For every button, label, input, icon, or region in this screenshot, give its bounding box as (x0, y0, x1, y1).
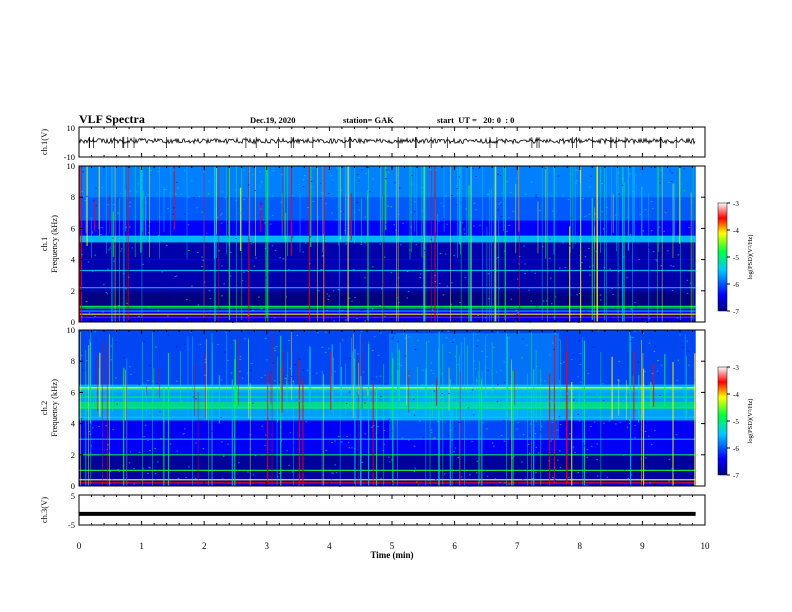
y-tick-label: 6 (71, 223, 75, 233)
x-tick-label: 10 (701, 541, 711, 551)
axes-layer (78, 126, 730, 526)
y-tick-label: 6 (71, 387, 75, 397)
colorbar-tick-label: -5 (733, 254, 739, 262)
y-axis-label: Frequency (kHz) (49, 215, 59, 273)
spectrogram-ch1 (78, 166, 697, 323)
x-tick-label: 6 (452, 541, 457, 551)
colorbar-tick-label: -4 (733, 391, 739, 399)
x-tick-label: 1 (139, 541, 144, 551)
panel-frame-w3 (78, 494, 706, 526)
start-time-label: start UT = 20: 0 : 0 (437, 115, 515, 125)
y-axis-label: Frequency (kHz) (49, 379, 59, 437)
x-tick-label: 3 (265, 541, 270, 551)
colorbar-tick-label: -7 (733, 308, 739, 316)
x-axis-label: Time (min) (370, 550, 413, 560)
spectrogram-layer (78, 166, 697, 487)
y-tick-label: 4 (71, 255, 76, 265)
x-tick-label: 2 (202, 541, 207, 551)
colorbar (717, 202, 728, 312)
y-tick-label: 2 (71, 450, 75, 460)
x-tick-label: 9 (640, 541, 645, 551)
y-tick-label: 0 (71, 317, 75, 327)
colorbar-label: log(PSD)(V²/Hz) (747, 399, 754, 444)
colorbar-tick-label: -3 (733, 200, 739, 208)
waveform-layer (78, 137, 696, 516)
spectrogram-ch2 (79, 330, 696, 487)
date-label: Dec.19, 2020 (250, 115, 296, 125)
chart-title: VLF Spectra (79, 112, 145, 126)
colorbar-label: log(PSD)(V²/Hz) (747, 235, 754, 280)
colorbar (717, 366, 728, 476)
x-tick-label: 0 (77, 541, 82, 551)
y-channel-label: ch.1 (39, 237, 49, 251)
y-tick-label: 10 (67, 123, 76, 133)
y-channel-label: ch.2 (39, 401, 49, 415)
colorbar-tick-label: -7 (733, 472, 739, 480)
y-tick-label: 8 (71, 192, 75, 202)
y-axis-label: ch.3(V) (39, 497, 49, 523)
x-tick-label: 8 (578, 541, 583, 551)
y-tick-label: -10 (64, 152, 75, 162)
y-tick-label: 10 (67, 325, 76, 335)
y-axis-label: ch.1(V) (39, 129, 49, 155)
station-label: station= GAK (343, 115, 394, 125)
y-tick-label: 0 (71, 481, 75, 491)
ch1-waveform-line (78, 137, 696, 145)
x-tick-label: 7 (515, 541, 520, 551)
y-tick-label: 8 (71, 356, 75, 366)
colorbar-tick-label: -5 (733, 418, 739, 426)
y-tick-label: 2 (71, 286, 75, 296)
colorbar-tick-label: -3 (733, 364, 739, 372)
y-tick-label: 4 (71, 419, 76, 429)
y-tick-label: 10 (67, 161, 76, 171)
x-tick-label: 4 (327, 541, 332, 551)
colorbar-tick-label: -6 (733, 281, 739, 289)
x-tick-label: 5 (390, 541, 395, 551)
colorbar-tick-label: -4 (733, 227, 739, 235)
y-tick-label: -5 (68, 520, 75, 530)
y-tick-label: 5 (71, 491, 75, 501)
colorbar-tick-label: -6 (733, 445, 739, 453)
